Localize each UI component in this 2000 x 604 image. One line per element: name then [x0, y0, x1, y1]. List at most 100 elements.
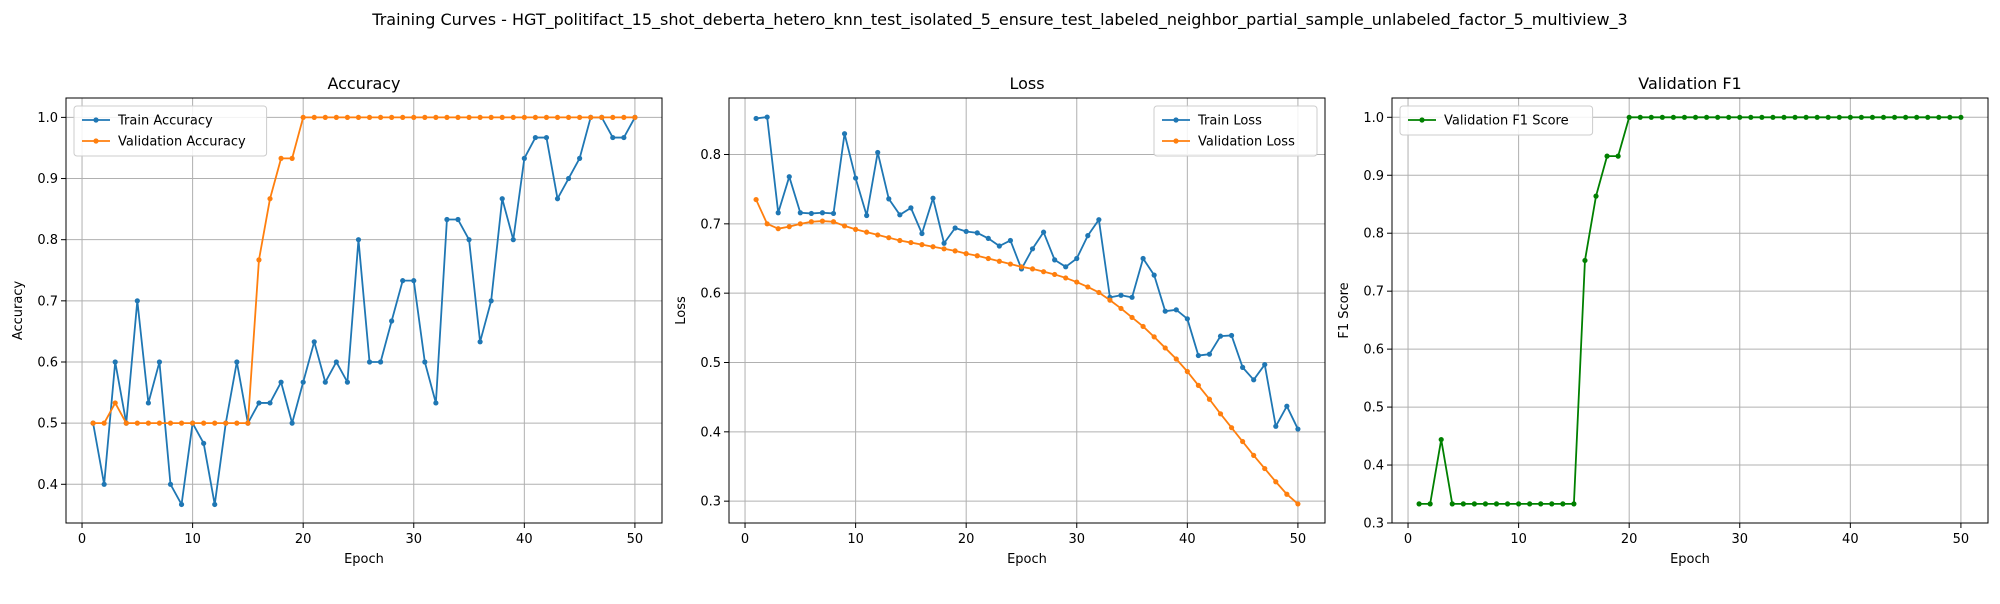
data-point: [1295, 426, 1301, 432]
x-tick-label: 30: [1731, 532, 1748, 547]
data-point: [1703, 114, 1710, 120]
x-axis-label: Epoch: [1007, 552, 1047, 567]
data-point: [245, 420, 251, 426]
series-line-2: [755, 199, 1299, 505]
data-point: [389, 318, 395, 324]
x-tick-label: 30: [1068, 532, 1085, 547]
y-tick-label: 0.7: [700, 217, 721, 232]
data-point: [278, 379, 284, 385]
data-point: [433, 114, 439, 120]
data-point: [377, 359, 384, 365]
y-tick-label: 0.6: [700, 287, 721, 302]
data-point: [355, 237, 362, 243]
plot-area: [1416, 114, 1964, 507]
data-point: [1284, 403, 1290, 409]
data-point: [201, 420, 207, 426]
figure-title: Training Curves - HGT_politifact_15_shot…: [371, 10, 1627, 30]
data-point: [830, 219, 837, 225]
y-tick-label: 0.7: [1363, 285, 1384, 300]
data-point: [333, 114, 339, 120]
data-point: [300, 379, 306, 385]
data-point: [1604, 153, 1610, 159]
data-point: [1184, 368, 1190, 375]
y-tick-label: 0.5: [700, 356, 721, 371]
data-point: [366, 114, 373, 120]
data-point: [864, 229, 870, 235]
data-point: [1295, 501, 1301, 507]
x-tick-label: 40: [1842, 532, 1859, 547]
y-tick-label: 0.5: [1363, 401, 1384, 416]
data-point: [1052, 271, 1058, 278]
data-point: [433, 400, 439, 406]
y-tick-label: 1.0: [37, 111, 58, 126]
data-point: [1880, 114, 1887, 120]
data-point: [974, 230, 980, 236]
data-point: [256, 257, 262, 263]
data-point: [775, 210, 781, 216]
data-point: [455, 114, 461, 120]
data-point: [532, 114, 538, 120]
data-point: [1251, 377, 1257, 383]
x-tick-label: 10: [847, 532, 864, 547]
data-point: [322, 114, 328, 120]
data-point: [1471, 501, 1477, 507]
data-point: [1273, 479, 1279, 485]
data-point: [621, 134, 627, 141]
data-point: [1560, 501, 1566, 507]
data-point: [1891, 114, 1898, 120]
data-point: [919, 242, 925, 248]
x-tick-label: 40: [516, 532, 533, 547]
data-point: [941, 240, 947, 246]
data-point: [753, 196, 759, 203]
x-axis-label: Epoch: [1670, 552, 1710, 567]
data-point: [1670, 114, 1677, 120]
data-point: [1538, 501, 1544, 507]
data-point: [366, 359, 373, 365]
data-point: [1770, 114, 1776, 120]
data-point: [1262, 361, 1268, 368]
data-point: [1040, 229, 1047, 235]
data-point: [1482, 501, 1489, 507]
data-point: [1925, 114, 1931, 120]
legend-swatch-marker: [93, 138, 99, 144]
x-tick-label: 10: [184, 532, 201, 547]
data-point: [577, 114, 583, 120]
legend-swatch-marker: [93, 117, 99, 123]
data-point: [1151, 334, 1157, 340]
data-point: [1936, 114, 1942, 120]
data-point: [1516, 501, 1522, 507]
data-point: [1195, 352, 1201, 359]
y-tick-label: 1.0: [1363, 111, 1384, 126]
data-point: [797, 221, 803, 227]
data-point: [1493, 501, 1500, 507]
data-point: [1869, 114, 1876, 120]
data-point: [1184, 316, 1190, 322]
x-tick-label: 0: [1404, 532, 1412, 547]
data-point: [422, 114, 428, 120]
data-point: [1140, 255, 1146, 262]
data-point: [488, 114, 494, 120]
data-point: [190, 420, 196, 426]
data-point: [1096, 217, 1102, 223]
data-point: [1118, 305, 1124, 312]
data-point: [864, 212, 870, 219]
data-point: [908, 239, 914, 246]
data-point: [1063, 264, 1069, 270]
legend: Train Accuracy Validation Accuracy: [73, 105, 268, 157]
data-point: [212, 501, 218, 508]
data-point: [841, 131, 848, 137]
axes-frame: [65, 97, 663, 524]
chart-title: Loss: [1009, 74, 1044, 93]
data-point: [886, 235, 892, 241]
y-tick-label: 0.6: [1363, 343, 1384, 358]
data-point: [1836, 114, 1842, 120]
chart-panel-1: 0 10 20 30 40 50 0.4 0.5 0.6 0.7 0.8 0.9 1.0 Accuracy…: [11, 74, 663, 567]
data-point: [1074, 279, 1080, 285]
data-point: [477, 339, 483, 345]
data-point: [411, 114, 417, 120]
data-point: [919, 230, 925, 237]
data-point: [1792, 114, 1798, 120]
data-point: [1803, 114, 1809, 120]
x-tick-label: 50: [627, 532, 644, 547]
y-tick-label: 0.4: [700, 425, 721, 440]
